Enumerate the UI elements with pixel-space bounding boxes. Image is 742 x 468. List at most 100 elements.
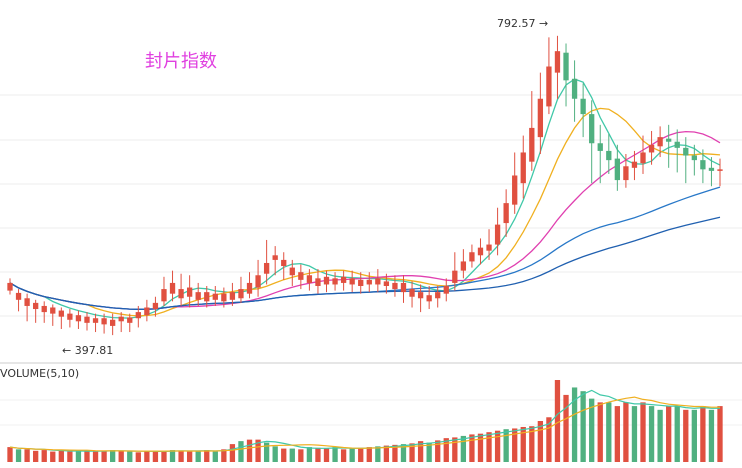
candle-2 <box>24 293 30 322</box>
candle-28 <box>246 272 253 299</box>
candle-body <box>435 292 441 299</box>
volume-bar-74 <box>640 402 646 462</box>
candle-body <box>169 282 176 294</box>
candle-body <box>298 272 304 280</box>
ma-line-60 <box>9 216 721 310</box>
candle-45 <box>392 275 398 297</box>
candle-body <box>315 278 321 286</box>
candle-body <box>144 307 150 316</box>
candle-24 <box>212 286 218 306</box>
volume-bar-35 <box>306 447 313 462</box>
candle-body <box>178 289 184 299</box>
candle-65 <box>563 43 569 107</box>
candle-body <box>7 282 13 291</box>
candle-62 <box>537 72 544 154</box>
candle-body <box>691 155 697 161</box>
candle-body <box>666 138 672 142</box>
volume-bar-25 <box>221 449 227 462</box>
ma-line-5 <box>9 78 721 319</box>
candle-78 <box>674 129 680 173</box>
candle-body <box>24 298 30 306</box>
volume-bar-41 <box>358 447 364 462</box>
volume-bar-37 <box>323 448 330 462</box>
candle-body <box>460 261 467 271</box>
volume-bar-31 <box>272 446 278 462</box>
candle-14 <box>127 313 133 333</box>
candle-4 <box>41 301 47 323</box>
candle-35 <box>306 269 313 291</box>
volume-bar-66 <box>571 387 578 462</box>
candle-body <box>323 276 330 285</box>
candle-26 <box>229 282 236 306</box>
candle-body <box>358 279 364 286</box>
volume-bar-53 <box>460 435 467 462</box>
candle-1 <box>15 289 22 312</box>
candle-body <box>426 295 432 302</box>
candle-61 <box>529 91 535 171</box>
volume-bar-64 <box>554 380 561 462</box>
volume-bar-68 <box>589 398 595 462</box>
candles <box>7 35 723 336</box>
volume-bar-1 <box>15 449 22 462</box>
volume-bar-65 <box>563 394 569 462</box>
candle-body <box>589 114 595 144</box>
candle-11 <box>101 313 107 334</box>
volume-bar-56 <box>486 432 492 462</box>
candle-77 <box>666 124 672 168</box>
candle-body <box>623 166 629 181</box>
candle-7 <box>67 309 73 328</box>
candle-63 <box>546 37 552 115</box>
candle-body <box>221 293 227 302</box>
candle-body <box>597 143 603 151</box>
volume-bar-12 <box>109 450 116 462</box>
candle-42 <box>366 272 372 293</box>
volume-bar-40 <box>349 448 355 462</box>
candle-body <box>571 78 578 99</box>
candle-44 <box>383 273 390 294</box>
volume-bar-73 <box>631 406 638 462</box>
volume-bar-0 <box>7 447 13 462</box>
candle-body <box>212 293 218 300</box>
volume-bar-55 <box>477 433 484 462</box>
candle-51 <box>443 278 449 302</box>
candle-3 <box>33 299 39 323</box>
candle-29 <box>255 259 261 297</box>
volume-bar-16 <box>144 450 150 462</box>
candle-body <box>503 203 509 224</box>
candle-12 <box>109 313 116 336</box>
volume-bar-46 <box>400 444 407 462</box>
candle-6 <box>58 307 64 329</box>
volume-bar-28 <box>246 439 253 462</box>
volume-ma-lines <box>9 389 720 452</box>
candle-body <box>67 313 73 320</box>
candle-body <box>84 316 90 323</box>
candle-72 <box>623 154 629 188</box>
candle-body <box>229 292 236 300</box>
candle-43 <box>375 269 381 293</box>
candle-body <box>648 144 655 153</box>
candle-body <box>529 127 535 162</box>
volume-bar-2 <box>24 449 30 462</box>
candle-body <box>554 51 561 73</box>
volume-bar-39 <box>340 449 347 462</box>
candle-31 <box>272 246 278 276</box>
candle-0 <box>7 278 13 295</box>
volume-bar-49 <box>426 442 432 462</box>
volume-bar-8 <box>75 450 82 462</box>
volume-bar-38 <box>332 447 338 462</box>
candle-body <box>58 310 64 317</box>
volume-label: VOLUME(5,10) <box>0 367 79 380</box>
candle-body <box>289 267 295 276</box>
candle-body <box>33 302 39 310</box>
candle-body <box>700 160 706 170</box>
volume-bar-30 <box>263 442 270 462</box>
candle-13 <box>118 312 124 333</box>
candle-body <box>118 316 124 322</box>
candle-body <box>683 147 689 156</box>
candle-body <box>152 302 159 310</box>
max-price-annotation: 792.57 → <box>497 17 548 30</box>
volume-bar-6 <box>58 450 64 462</box>
candle-body <box>477 247 484 256</box>
candle-37 <box>323 270 330 293</box>
volume-bar-75 <box>648 406 655 462</box>
